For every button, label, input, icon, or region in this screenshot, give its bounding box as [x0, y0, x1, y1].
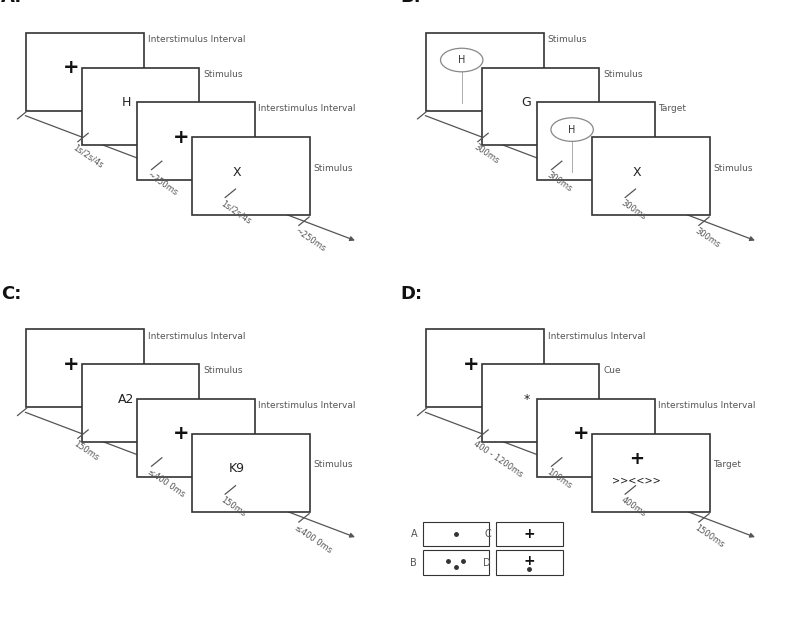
Text: D:: D: — [401, 285, 422, 303]
Bar — [137, 103, 254, 180]
Text: X: X — [633, 166, 641, 179]
Text: 150ms: 150ms — [72, 439, 100, 462]
Text: X: X — [233, 166, 241, 179]
Text: B: B — [410, 557, 418, 568]
Text: 300ms: 300ms — [472, 143, 500, 166]
Text: Stimulus: Stimulus — [314, 164, 353, 173]
Text: Target: Target — [714, 460, 742, 470]
Text: ≤400 0ms: ≤400 0ms — [293, 523, 334, 554]
Text: >><<>>: >><<>> — [612, 475, 661, 485]
Bar — [82, 364, 199, 442]
Circle shape — [551, 118, 594, 142]
Text: H: H — [458, 55, 466, 65]
Bar — [192, 434, 310, 512]
Text: 1500ms: 1500ms — [693, 523, 726, 549]
Bar — [426, 329, 544, 407]
Text: D: D — [483, 557, 491, 568]
Bar — [482, 67, 599, 145]
Bar — [82, 67, 199, 145]
Text: G: G — [522, 96, 531, 109]
Text: Stimulus: Stimulus — [203, 366, 242, 375]
Text: +: + — [63, 58, 79, 77]
Text: *: * — [523, 392, 530, 406]
Text: C: C — [484, 529, 491, 539]
Text: Interstimulus Interval: Interstimulus Interval — [148, 331, 246, 341]
Bar — [422, 522, 489, 546]
Text: +: + — [174, 128, 190, 147]
Text: 100ms: 100ms — [546, 467, 574, 491]
Bar — [26, 329, 144, 407]
Bar — [592, 434, 710, 512]
Text: Interstimulus Interval: Interstimulus Interval — [258, 401, 356, 410]
Text: C:: C: — [1, 285, 21, 303]
Bar — [422, 551, 489, 575]
Text: A: A — [410, 529, 418, 539]
Circle shape — [441, 48, 483, 72]
Text: ~250ms: ~250ms — [293, 226, 327, 253]
Bar — [482, 364, 599, 442]
Text: H: H — [569, 125, 576, 135]
Text: 400ms: 400ms — [619, 495, 647, 519]
Text: +: + — [524, 554, 535, 567]
Text: 300ms: 300ms — [619, 198, 647, 222]
Text: 1s/2s/4s: 1s/2s/4s — [219, 198, 253, 226]
Bar — [26, 33, 144, 111]
Text: 400 - 1200ms: 400 - 1200ms — [472, 439, 524, 479]
Text: Stimulus: Stimulus — [203, 70, 242, 78]
Text: +: + — [524, 527, 535, 541]
Text: Interstimulus Interval: Interstimulus Interval — [258, 104, 356, 114]
Bar — [496, 522, 562, 546]
Text: +: + — [463, 355, 479, 374]
Text: A:: A: — [1, 0, 22, 6]
Text: +: + — [174, 425, 190, 444]
Text: +: + — [63, 355, 79, 374]
Bar — [537, 103, 654, 180]
Text: A2: A2 — [118, 392, 134, 406]
Text: K9: K9 — [229, 462, 245, 475]
Text: +: + — [630, 451, 644, 468]
Text: H: H — [122, 96, 131, 109]
Bar — [192, 137, 310, 215]
Bar — [592, 137, 710, 215]
Bar — [137, 399, 254, 476]
Text: Target: Target — [658, 104, 686, 114]
Text: 150ms: 150ms — [219, 495, 247, 519]
Text: Stimulus: Stimulus — [603, 70, 642, 78]
Text: 300ms: 300ms — [693, 226, 722, 250]
Text: Stimulus: Stimulus — [548, 35, 587, 44]
Text: Interstimulus Interval: Interstimulus Interval — [658, 401, 756, 410]
Text: +: + — [574, 425, 590, 444]
Bar — [537, 399, 654, 476]
Text: Cue: Cue — [603, 366, 621, 375]
Text: 300ms: 300ms — [546, 171, 574, 194]
Bar — [426, 33, 544, 111]
Text: 1s/2s/4s: 1s/2s/4s — [72, 143, 106, 169]
Text: ~250ms: ~250ms — [146, 171, 179, 198]
Text: Interstimulus Interval: Interstimulus Interval — [548, 331, 646, 341]
Text: Stimulus: Stimulus — [314, 460, 353, 470]
Text: Interstimulus Interval: Interstimulus Interval — [148, 35, 246, 44]
Bar — [496, 551, 562, 575]
Text: Stimulus: Stimulus — [714, 164, 753, 173]
Text: ≤400 0ms: ≤400 0ms — [146, 467, 186, 499]
Text: B:: B: — [401, 0, 422, 6]
